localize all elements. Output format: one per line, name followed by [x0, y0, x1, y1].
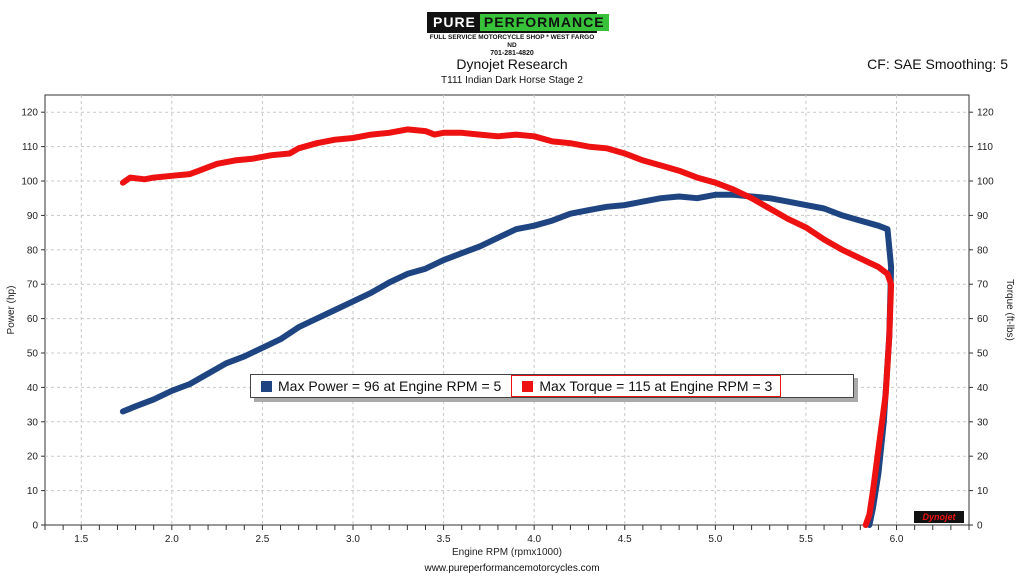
chart-legend: Max Power = 96 at Engine RPM = 5 Max Tor… — [250, 374, 854, 398]
y-tick-label-left: 90 — [27, 211, 39, 222]
logo-wordmark: PURE PERFORMANCE — [427, 12, 609, 33]
x-tick-label: 4.5 — [618, 534, 632, 545]
y-tick-label-right: 100 — [977, 177, 994, 188]
y-axis-label-right: Torque (ft-lbs) — [1004, 279, 1015, 341]
y-axis-label-left: Power (hp) — [6, 286, 17, 335]
y-tick-label-left: 30 — [27, 417, 39, 428]
y-tick-label-right: 120 — [977, 108, 994, 119]
chart-title: Dynojet Research — [456, 56, 568, 72]
x-tick-label: 5.5 — [799, 534, 813, 545]
y-tick-label-left: 0 — [32, 521, 38, 532]
power-swatch-icon — [261, 380, 272, 392]
x-tick-label: 5.0 — [708, 534, 722, 545]
footer-url[interactable]: www.pureperformancemotorcycles.com — [424, 563, 600, 574]
y-tick-label-left: 60 — [27, 314, 39, 325]
dynojet-logo-icon: Dynojet — [914, 511, 964, 523]
y-tick-label-right: 70 — [977, 280, 989, 291]
y-tick-label-right: 80 — [977, 245, 989, 256]
y-tick-label-right: 10 — [977, 486, 989, 497]
chart-subtitle: T111 Indian Dark Horse Stage 2 — [441, 75, 583, 86]
y-tick-label-left: 100 — [21, 177, 38, 188]
legend-power-text: Max Power = 96 at Engine RPM = 5 — [278, 378, 502, 394]
y-tick-label-right: 30 — [977, 417, 989, 428]
x-tick-label: 2.0 — [165, 534, 179, 545]
torque-swatch-icon — [522, 380, 534, 392]
y-tick-label-right: 110 — [977, 142, 993, 153]
logo-performance-text: PERFORMANCE — [479, 14, 609, 31]
y-tick-label-right: 0 — [977, 521, 983, 532]
y-tick-label-right: 60 — [977, 314, 989, 325]
y-tick-label-right: 20 — [977, 452, 989, 463]
y-tick-label-left: 20 — [27, 452, 39, 463]
y-tick-label-left: 120 — [21, 108, 38, 119]
y-tick-label-left: 80 — [27, 245, 39, 256]
logo-pure-text: PURE — [429, 14, 480, 31]
shop-logo: PURE PERFORMANCE FULL SERVICE MOTORCYCLE… — [427, 12, 609, 58]
y-tick-label-left: 70 — [27, 280, 39, 291]
y-tick-label-left: 110 — [22, 142, 38, 153]
x-tick-label: 1.5 — [74, 534, 88, 545]
plot-area — [44, 94, 970, 526]
x-tick-label: 4.0 — [527, 534, 541, 545]
y-tick-label-left: 10 — [27, 486, 39, 497]
y-tick-label-left: 40 — [27, 383, 39, 394]
series-power-line — [119, 191, 895, 528]
y-tick-label-right: 50 — [977, 349, 989, 360]
logo-subtitle: FULL SERVICE MOTORCYCLE SHOP * WEST FARG… — [429, 34, 595, 49]
x-tick-label: 3.5 — [437, 534, 451, 545]
correction-factor-label: CF: SAE Smoothing: 5 — [867, 56, 1008, 72]
legend-item-torque[interactable]: Max Torque = 115 at Engine RPM = 3 — [511, 375, 782, 397]
y-tick-label-left: 50 — [27, 349, 39, 360]
series-torque-line — [119, 126, 895, 528]
y-tick-label-right: 40 — [977, 383, 989, 394]
y-tick-label-right: 90 — [977, 211, 989, 222]
legend-item-power[interactable]: Max Power = 96 at Engine RPM = 5 — [251, 375, 501, 397]
x-axis-label: Engine RPM (rpmx1000) — [452, 547, 562, 558]
logo-phone: 701-281-4820 — [490, 50, 534, 57]
x-tick-label: 2.5 — [255, 534, 269, 545]
x-tick-label: 6.0 — [890, 534, 904, 545]
legend-torque-text: Max Torque = 115 at Engine RPM = 3 — [539, 378, 773, 394]
x-tick-label: 3.0 — [346, 534, 360, 545]
